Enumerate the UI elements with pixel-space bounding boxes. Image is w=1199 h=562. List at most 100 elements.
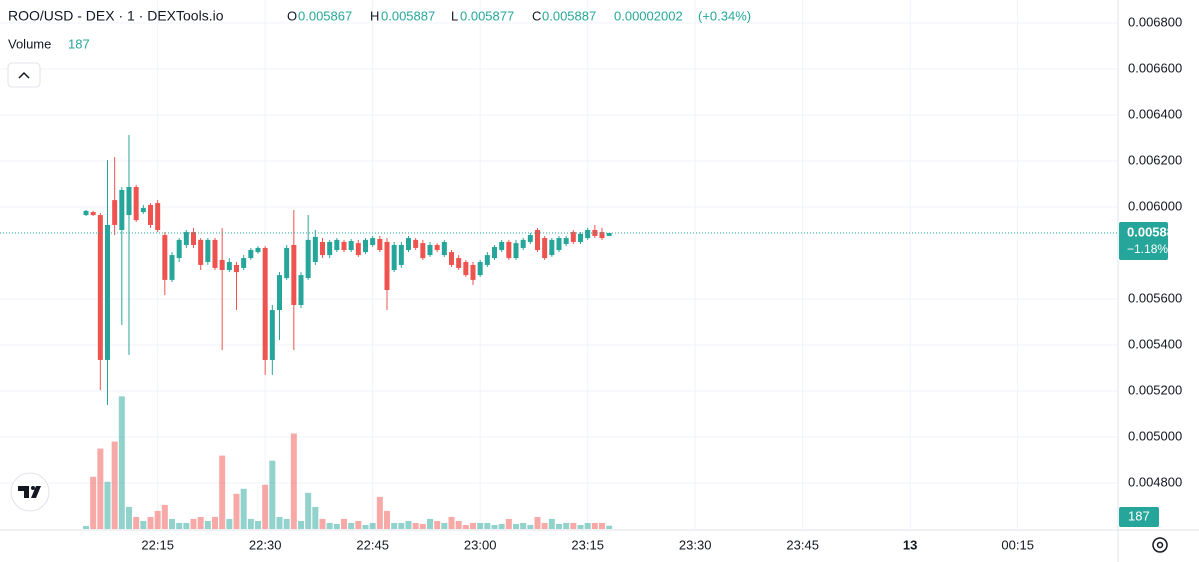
y-tick-label: 0.006200 [1128, 152, 1182, 167]
volume-bar [470, 522, 476, 529]
change-value: 0.00002002 [614, 8, 683, 23]
candle-body [255, 247, 261, 253]
candle-body [312, 236, 318, 262]
volume-bar [269, 460, 276, 529]
volume-bar [176, 522, 183, 529]
y-tick-label: 0.006400 [1128, 106, 1182, 121]
volume-bar [412, 522, 419, 529]
candle-body [406, 238, 411, 251]
x-tick-label: 22:45 [356, 537, 389, 552]
candle-body [348, 241, 354, 251]
settings-icon[interactable] [1152, 537, 1168, 553]
candle-body [513, 243, 519, 259]
candle-body [434, 244, 440, 251]
volume-bar [255, 520, 261, 529]
volume-bar [305, 492, 312, 529]
volume-bar [312, 506, 319, 529]
x-tick-label: 13 [903, 537, 917, 552]
close-value: 0.005887 [542, 8, 596, 23]
candle-body [284, 247, 290, 279]
candle-body [477, 261, 483, 276]
candle-body [391, 244, 397, 271]
settings-icon-center[interactable] [1156, 541, 1164, 549]
candle-body [355, 243, 361, 256]
volume-bar [498, 523, 505, 529]
o-label: O [287, 8, 297, 23]
candle-body [363, 239, 368, 253]
volume-bar [577, 524, 584, 529]
volume-bar [448, 516, 455, 529]
volume-bar [606, 525, 613, 529]
candle-body [327, 241, 333, 256]
candle-body [470, 264, 476, 280]
candle-body [334, 239, 340, 251]
volume-bar [161, 504, 168, 529]
volume-bar [262, 484, 269, 529]
candle-body [556, 238, 562, 251]
candle-body [384, 241, 390, 291]
candle-body [585, 230, 591, 239]
symbol: ROO/USD - DEX · 1 · DEXTools.io [8, 8, 224, 24]
logo-mark[interactable] [18, 486, 41, 498]
volume-bar [290, 433, 297, 529]
candle-body [570, 232, 576, 242]
candle-body [398, 244, 404, 265]
y-tick-label: 0.005200 [1128, 382, 1182, 397]
volume-bar [376, 496, 383, 529]
volume-bar [355, 520, 362, 529]
settings-button[interactable] [1152, 537, 1168, 553]
candle-body [226, 261, 232, 271]
x-tick-label: 23:00 [464, 537, 497, 552]
h-label: H [370, 8, 379, 23]
candle-body [212, 239, 218, 268]
candle-body [520, 239, 526, 248]
y-tick-label: 0.006600 [1128, 60, 1182, 75]
candle-body [112, 200, 118, 225]
volume-bar [133, 516, 140, 529]
volume-bar [118, 396, 125, 529]
candle-body [370, 238, 376, 245]
candle-body [298, 275, 304, 305]
volume-bar [391, 522, 398, 529]
volume-bar [240, 488, 247, 529]
candle-body [176, 239, 182, 259]
tv-logo[interactable] [10, 472, 50, 512]
volume-bar [484, 522, 491, 529]
x-tick-label: 23:15 [571, 537, 604, 552]
volume-bar [226, 518, 233, 529]
volume-bar [419, 523, 426, 529]
volume-bar [362, 524, 369, 529]
candle-body [241, 258, 247, 268]
y-tick-label: 0.005000 [1128, 428, 1182, 443]
candle-body [305, 239, 311, 279]
candle-body [549, 239, 555, 256]
high-value: 0.005887 [381, 8, 435, 23]
l-label: L [451, 8, 458, 23]
candle-body [234, 264, 239, 273]
candle-body [291, 244, 297, 305]
collapse-button-box[interactable] [7, 62, 41, 88]
c-label: C [532, 8, 541, 23]
volume-bar [520, 522, 527, 529]
x-tick-label: 23:30 [679, 537, 712, 552]
volume-bar [341, 518, 347, 529]
candle-body [441, 241, 447, 256]
volume-bar [219, 455, 226, 529]
volume-bar [491, 524, 498, 529]
volume-bar [111, 441, 118, 529]
candle-body [606, 232, 612, 236]
logo-dot[interactable] [31, 486, 35, 490]
candle-body [527, 235, 533, 242]
volume-bar [333, 523, 340, 529]
volume-bar [276, 516, 283, 529]
collapse-button[interactable] [7, 62, 41, 88]
y-tick-label: 0.005600 [1128, 290, 1182, 305]
candle-body [484, 255, 490, 265]
candle-body [126, 186, 132, 216]
volume-bar [147, 516, 154, 529]
collapse-icon[interactable] [18, 71, 30, 79]
volume-bar [441, 522, 448, 529]
candle-body [277, 275, 282, 311]
logo-circle[interactable] [10, 472, 50, 512]
volume-bar [570, 522, 577, 529]
